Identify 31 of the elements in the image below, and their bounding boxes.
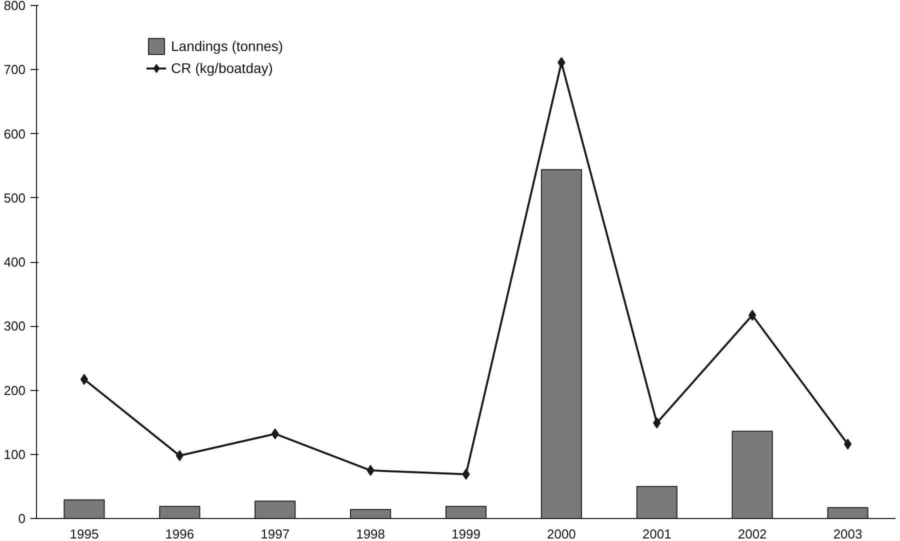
y-tick-label: 500 xyxy=(4,190,26,206)
legend-label: CR (kg/boatday) xyxy=(171,60,273,76)
y-tick-label: 800 xyxy=(4,0,26,13)
x-tick-label: 1995 xyxy=(70,526,99,541)
x-tick-label: 2003 xyxy=(833,526,862,541)
bar xyxy=(540,169,582,518)
bar xyxy=(159,506,200,518)
x-tick-label: 1996 xyxy=(165,526,194,541)
y-tick-label: 400 xyxy=(4,254,26,270)
bar xyxy=(254,500,296,518)
bar xyxy=(445,506,487,518)
y-tick-label: 0 xyxy=(18,511,26,526)
bar xyxy=(827,507,868,518)
x-tick-label: 2002 xyxy=(738,526,767,541)
x-tick-label: 1998 xyxy=(356,526,386,541)
y-tick-label: 300 xyxy=(4,318,26,334)
y-tick-label: 600 xyxy=(4,126,26,142)
point xyxy=(80,374,88,385)
bar xyxy=(350,509,392,518)
y-tick-label: 200 xyxy=(4,382,26,398)
y-tick-label: 100 xyxy=(4,446,26,462)
x-tick-label: 1999 xyxy=(452,526,480,541)
x-tick-label: 2001 xyxy=(642,526,672,541)
legend-label: Landings (tonnes) xyxy=(171,38,284,54)
point xyxy=(844,438,852,450)
bar xyxy=(636,486,678,518)
y-tick-label: 700 xyxy=(4,62,26,78)
bar xyxy=(64,499,105,518)
x-tick-label: 1997 xyxy=(260,526,290,541)
x-tick-label: 2000 xyxy=(546,526,576,541)
bar xyxy=(732,430,773,518)
